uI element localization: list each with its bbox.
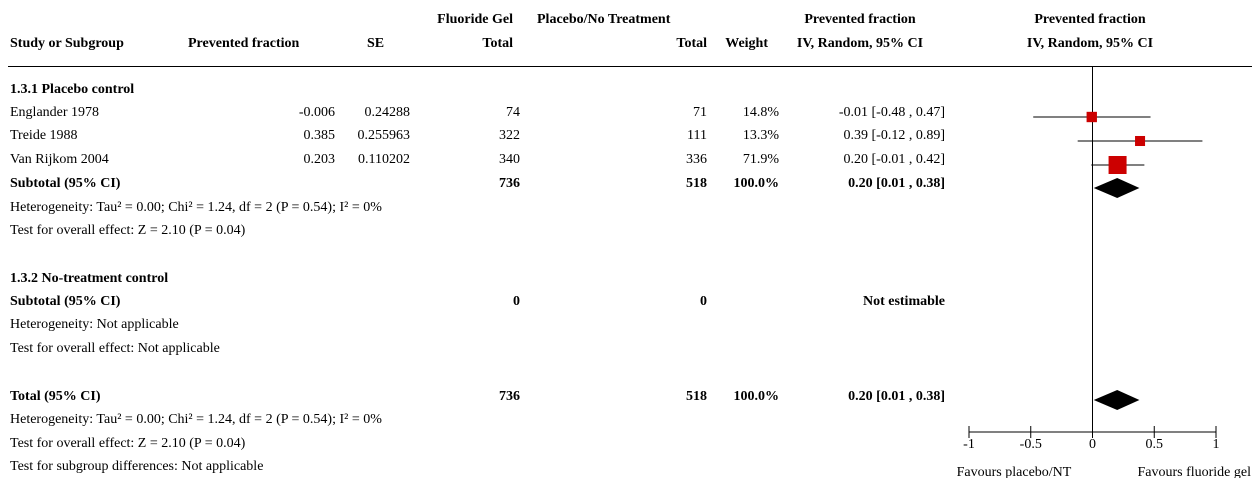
header-ci-bottom: IV, Random, 95% CI (796, 36, 924, 51)
subtotal-label: Subtotal (95% CI) (10, 176, 121, 191)
header-weight: Weight (725, 36, 768, 51)
header-exp-total: Total (482, 36, 513, 51)
study-ctl-total: 336 (686, 152, 707, 167)
header-ctl-top: Placebo/No Treatment (537, 12, 671, 27)
header-plot-top: Prevented fraction (1034, 12, 1146, 27)
subtotal-exp-total: 0 (513, 294, 520, 309)
header-plot-bottom: IV, Random, 95% CI (1026, 36, 1154, 51)
total-heterogeneity-text: Heterogeneity: Tau² = 0.00; Chi² = 1.24,… (10, 412, 382, 427)
study-marker (1108, 156, 1127, 174)
subtotal-exp-total: 736 (499, 176, 520, 191)
header-pf: Prevented fraction (188, 36, 300, 51)
study-ctl-total: 111 (687, 128, 707, 143)
study-weight: 13.3% (742, 128, 779, 143)
pooled-diamond (1093, 390, 1140, 410)
heterogeneity-text: Heterogeneity: Tau² = 0.00; Chi² = 1.24,… (10, 200, 382, 215)
study-pf: 0.385 (303, 128, 336, 143)
study-pf: 0.203 (303, 152, 336, 167)
header-ctl-total: Total (676, 36, 707, 51)
study-exp-total: 322 (499, 128, 520, 143)
x-tick-label: 1 (1213, 437, 1220, 452)
header-study: Study or Subgroup (10, 36, 124, 51)
total-overall-effect-text: Test for overall effect: Z = 2.10 (P = 0… (10, 436, 246, 451)
study-ci: 0.39 [-0.12 , 0.89] (843, 128, 946, 143)
subtotal-weight: 100.0% (733, 176, 780, 191)
heterogeneity-text: Heterogeneity: Not applicable (10, 317, 179, 332)
study-se: 0.110202 (358, 152, 410, 167)
study-exp-total: 74 (506, 105, 520, 120)
study-se: 0.24288 (364, 105, 411, 120)
header-ci-top: Prevented fraction (804, 12, 916, 27)
subtotal-ctl-total: 0 (700, 294, 707, 309)
header-exp-top: Fluoride Gel (437, 12, 513, 27)
study-weight: 14.8% (742, 105, 779, 120)
group-title: 1.3.2 No-treatment control (10, 271, 169, 286)
x-tick-label: 0 (1089, 437, 1096, 452)
pooled-diamond (1093, 178, 1140, 198)
subtotal-ctl-total: 518 (686, 176, 707, 191)
study-pf: -0.006 (298, 105, 335, 120)
study-marker (1135, 135, 1146, 147)
header-rule (8, 66, 1252, 67)
study-ctl-total: 71 (693, 105, 707, 120)
study-marker (1086, 111, 1097, 123)
group-title: 1.3.1 Placebo control (10, 82, 135, 97)
subtotal-label: Subtotal (95% CI) (10, 294, 121, 309)
total-ctl-total: 518 (686, 389, 707, 404)
study-se: 0.255963 (357, 128, 411, 143)
study-ci: -0.01 [-0.48 , 0.47] (838, 105, 945, 120)
subgroup-differences-text: Test for subgroup differences: Not appli… (10, 459, 264, 474)
total-exp-total: 736 (499, 389, 520, 404)
x-tick-label: -0.5 (1020, 437, 1042, 452)
study-name: Treide 1988 (10, 128, 78, 143)
subtotal-ci: Not estimable (862, 294, 945, 309)
study-weight: 71.9% (742, 152, 779, 167)
total-label: Total (95% CI) (10, 389, 101, 404)
study-name: Englander 1978 (10, 105, 100, 120)
subtotal-ci: 0.20 [0.01 , 0.38] (848, 176, 945, 191)
x-tick-label: 0.5 (1146, 437, 1164, 452)
overall-effect-text: Test for overall effect: Not applicable (10, 341, 220, 356)
study-name: Van Rijkom 2004 (10, 152, 109, 167)
study-ci: 0.20 [-0.01 , 0.42] (843, 152, 946, 167)
favours-left-label: Favours placebo/NT (957, 465, 1072, 478)
header-se: SE (367, 36, 385, 51)
x-tick-label: -1 (963, 437, 975, 452)
overall-effect-text: Test for overall effect: Z = 2.10 (P = 0… (10, 223, 246, 238)
study-exp-total: 340 (499, 152, 520, 167)
total-weight: 100.0% (733, 389, 780, 404)
favours-right-label: Favours fluoride gel (1137, 465, 1251, 478)
total-ci: 0.20 [0.01 , 0.38] (848, 389, 945, 404)
